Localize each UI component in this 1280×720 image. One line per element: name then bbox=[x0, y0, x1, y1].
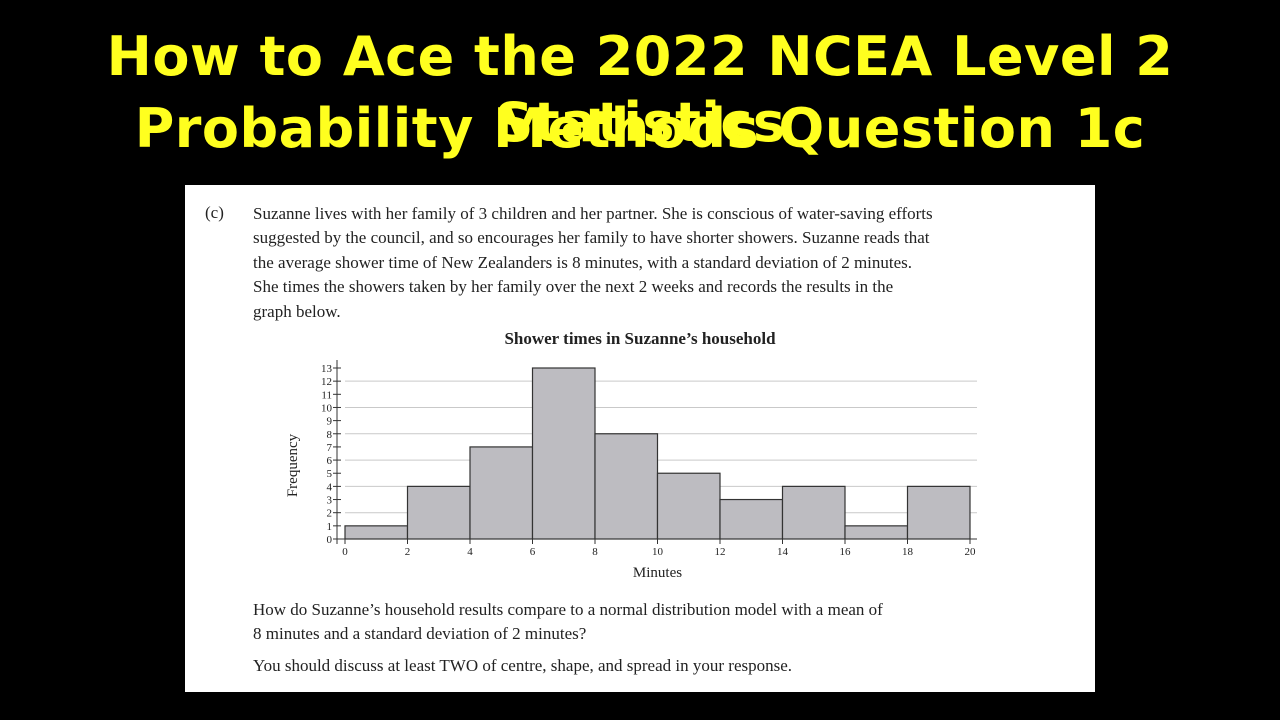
histogram-bar bbox=[469, 446, 534, 540]
x-tick-label: 4 bbox=[467, 546, 473, 558]
y-tick-label: 2 bbox=[327, 508, 333, 520]
video-title-line-1: How to Ace the 2022 NCEA Level 2 Statist… bbox=[106, 25, 1174, 154]
x-tick-label: 2 bbox=[405, 546, 411, 558]
x-tick-label: 6 bbox=[530, 546, 536, 558]
y-tick-label: 10 bbox=[321, 402, 333, 414]
x-tick-label: 20 bbox=[965, 546, 977, 558]
prompt-line: 8 minutes and a standard deviation of 2 … bbox=[253, 624, 587, 644]
histogram-bar bbox=[656, 472, 721, 540]
paragraph-line: Suzanne lives with her family of 3 child… bbox=[253, 204, 933, 223]
y-tick-label: 6 bbox=[327, 455, 333, 467]
histogram-bar bbox=[844, 525, 909, 540]
paragraph-line: the average shower time of New Zealander… bbox=[253, 252, 913, 272]
x-axis-label: Minutes bbox=[633, 565, 682, 581]
histogram-bar bbox=[344, 525, 409, 540]
exam-question-panel: (c) Suzanne lives with her family of 3 c… bbox=[185, 185, 1095, 692]
question-prompt: How do Suzanne’s household results compa… bbox=[253, 598, 883, 647]
y-tick-label: 5 bbox=[327, 468, 333, 480]
histogram-bar bbox=[594, 433, 659, 540]
y-tick-label: 11 bbox=[321, 389, 332, 401]
question-paragraph: Suzanne lives with her family of 3 child… bbox=[253, 202, 1073, 324]
x-tick-label: 16 bbox=[840, 546, 852, 558]
paragraph-line: suggested by the council, and so encoura… bbox=[253, 228, 930, 248]
y-tick-label: 4 bbox=[327, 481, 333, 493]
x-tick-label: 0 bbox=[342, 546, 348, 558]
histogram-bar bbox=[531, 367, 596, 540]
x-tick-label: 18 bbox=[902, 546, 914, 558]
histogram-bar bbox=[719, 498, 784, 540]
y-tick-label: 12 bbox=[321, 376, 332, 388]
x-tick-label: 10 bbox=[652, 546, 664, 558]
y-axis-label: Frequency bbox=[285, 433, 301, 497]
histogram-bar bbox=[906, 485, 971, 540]
y-tick-label: 8 bbox=[327, 429, 333, 441]
question-instruction: You should discuss at least TWO of centr… bbox=[253, 656, 793, 675]
question-label: (c) bbox=[205, 203, 224, 222]
histogram-bar bbox=[406, 485, 471, 540]
y-tick-label: 1 bbox=[327, 521, 333, 533]
prompt-line: How do Suzanne’s household results compa… bbox=[253, 600, 883, 619]
paragraph-line: She times the showers taken by her famil… bbox=[253, 277, 894, 297]
histogram-bar bbox=[781, 485, 846, 540]
y-tick-label: 9 bbox=[327, 416, 333, 428]
video-title-line-2: Probability Methods Question 1c bbox=[134, 97, 1146, 160]
x-tick-label: 12 bbox=[715, 546, 726, 558]
x-tick-label: 14 bbox=[777, 546, 789, 558]
y-tick-label: 3 bbox=[327, 495, 333, 507]
y-tick-label: 7 bbox=[327, 442, 333, 454]
y-tick-label: 13 bbox=[321, 363, 333, 375]
x-tick-label: 8 bbox=[592, 546, 598, 558]
chart-title: Shower times in Suzanne’s household bbox=[504, 329, 776, 348]
paragraph-line: graph below. bbox=[253, 301, 341, 321]
y-tick-label: 0 bbox=[327, 534, 333, 546]
